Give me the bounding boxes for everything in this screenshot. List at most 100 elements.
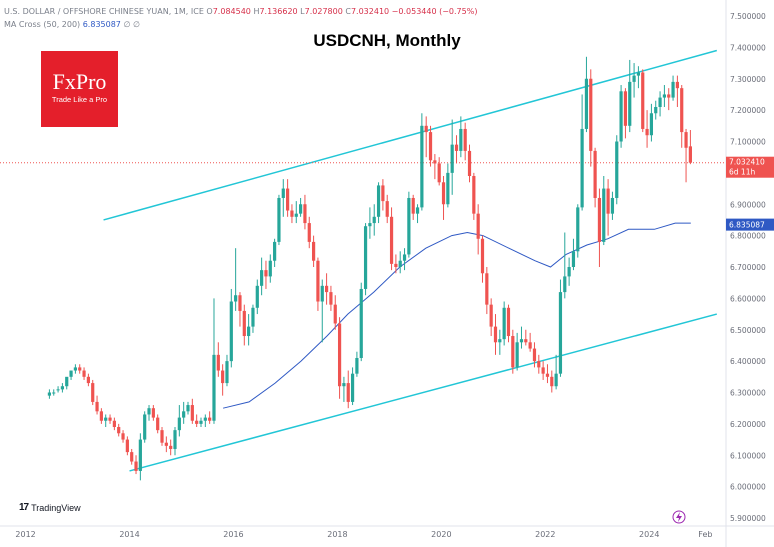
candle-body xyxy=(355,357,359,374)
candle xyxy=(273,238,277,267)
candle xyxy=(411,194,415,220)
candle-body xyxy=(242,310,246,337)
candle xyxy=(636,66,641,89)
y-tick-label: 7.400000 xyxy=(730,43,766,52)
candle-body xyxy=(195,420,199,424)
candle xyxy=(147,405,151,421)
candle-body xyxy=(376,185,381,217)
candle-body xyxy=(311,241,316,261)
candle xyxy=(199,417,203,428)
candle-body xyxy=(415,207,420,214)
candle-body xyxy=(173,430,177,449)
candle-body xyxy=(329,292,333,305)
ma-line xyxy=(222,222,691,409)
candle-body xyxy=(164,442,168,446)
candle xyxy=(467,144,472,183)
candle xyxy=(316,257,320,311)
y-tick-label: 6.000000 xyxy=(730,483,766,492)
candle-body xyxy=(324,285,329,293)
candle xyxy=(277,194,281,246)
ma-value-tag: 6.835087 xyxy=(726,218,774,231)
candle xyxy=(632,63,636,98)
candle-body xyxy=(368,223,372,227)
candle xyxy=(260,257,264,296)
candle-body xyxy=(60,386,65,390)
candle-body xyxy=(636,72,641,76)
candle-body xyxy=(216,354,220,371)
candle-body xyxy=(649,113,654,136)
candle-body xyxy=(290,210,294,217)
candle-body xyxy=(389,216,394,264)
candle-body xyxy=(437,163,441,183)
candle-body xyxy=(628,81,632,126)
candle-body xyxy=(65,376,69,387)
tradingview-logo[interactable]: 17 TradingView xyxy=(19,502,81,513)
candle-body xyxy=(441,182,446,205)
candle-body xyxy=(281,188,285,198)
candle xyxy=(545,364,550,384)
candle-body xyxy=(372,216,376,224)
candle-body xyxy=(238,295,242,311)
y-tick-label: 7.200000 xyxy=(730,106,766,115)
current-price-value: 7.032410 xyxy=(729,158,765,167)
candle-body xyxy=(337,323,342,387)
candle xyxy=(662,85,666,107)
y-tick-label: 5.900000 xyxy=(730,514,766,523)
candle-body xyxy=(56,389,60,391)
candle xyxy=(225,354,229,387)
candle xyxy=(255,279,259,315)
candle xyxy=(125,436,129,456)
candle xyxy=(47,389,52,399)
candle xyxy=(320,279,324,343)
candle-body xyxy=(151,408,155,418)
x-tick-label: 2016 xyxy=(223,530,243,539)
lightning-icon xyxy=(676,512,682,522)
candle xyxy=(675,75,679,107)
candle xyxy=(459,116,463,158)
candle xyxy=(60,383,65,393)
candle-body xyxy=(99,411,103,421)
candle-body xyxy=(52,392,56,394)
candle-body xyxy=(476,213,480,239)
ohlc-o-key: O xyxy=(206,7,213,16)
candle xyxy=(623,88,628,139)
candle xyxy=(680,85,684,148)
candle xyxy=(493,314,498,355)
candle xyxy=(212,298,216,424)
ohlc-l-value: 7.027800 xyxy=(304,7,343,16)
candle xyxy=(238,292,242,327)
candle-body xyxy=(541,367,545,374)
candle-body xyxy=(134,461,138,471)
candle-body xyxy=(346,383,350,402)
change-value: −0.053440 (−0.75%) xyxy=(391,7,478,16)
ma-legend[interactable]: MA Cross (50, 200) 6.835087 ∅ ∅ xyxy=(4,20,140,29)
candle xyxy=(121,430,125,443)
x-tick-label: 2012 xyxy=(15,530,35,539)
candle xyxy=(619,85,623,148)
y-tick-label: 7.100000 xyxy=(730,138,766,147)
candle xyxy=(229,288,233,368)
candle xyxy=(290,204,294,224)
candle xyxy=(130,448,134,465)
candle xyxy=(558,279,563,377)
candle-body xyxy=(255,285,259,308)
candle xyxy=(329,285,333,311)
candle xyxy=(82,367,86,380)
candle xyxy=(628,59,632,133)
candle-body xyxy=(584,78,589,129)
candle xyxy=(156,414,160,434)
candle-body xyxy=(563,276,567,293)
candle xyxy=(550,370,554,393)
candle-body xyxy=(186,405,190,412)
candle-body xyxy=(424,125,428,133)
candle-body xyxy=(684,132,688,148)
candle-body xyxy=(190,405,194,421)
candle-body xyxy=(671,81,675,98)
candle-body xyxy=(247,326,251,337)
candle-body xyxy=(299,204,303,214)
candle-body xyxy=(593,150,597,198)
candle xyxy=(342,376,346,402)
candle-body xyxy=(463,128,467,151)
candle xyxy=(645,110,649,148)
